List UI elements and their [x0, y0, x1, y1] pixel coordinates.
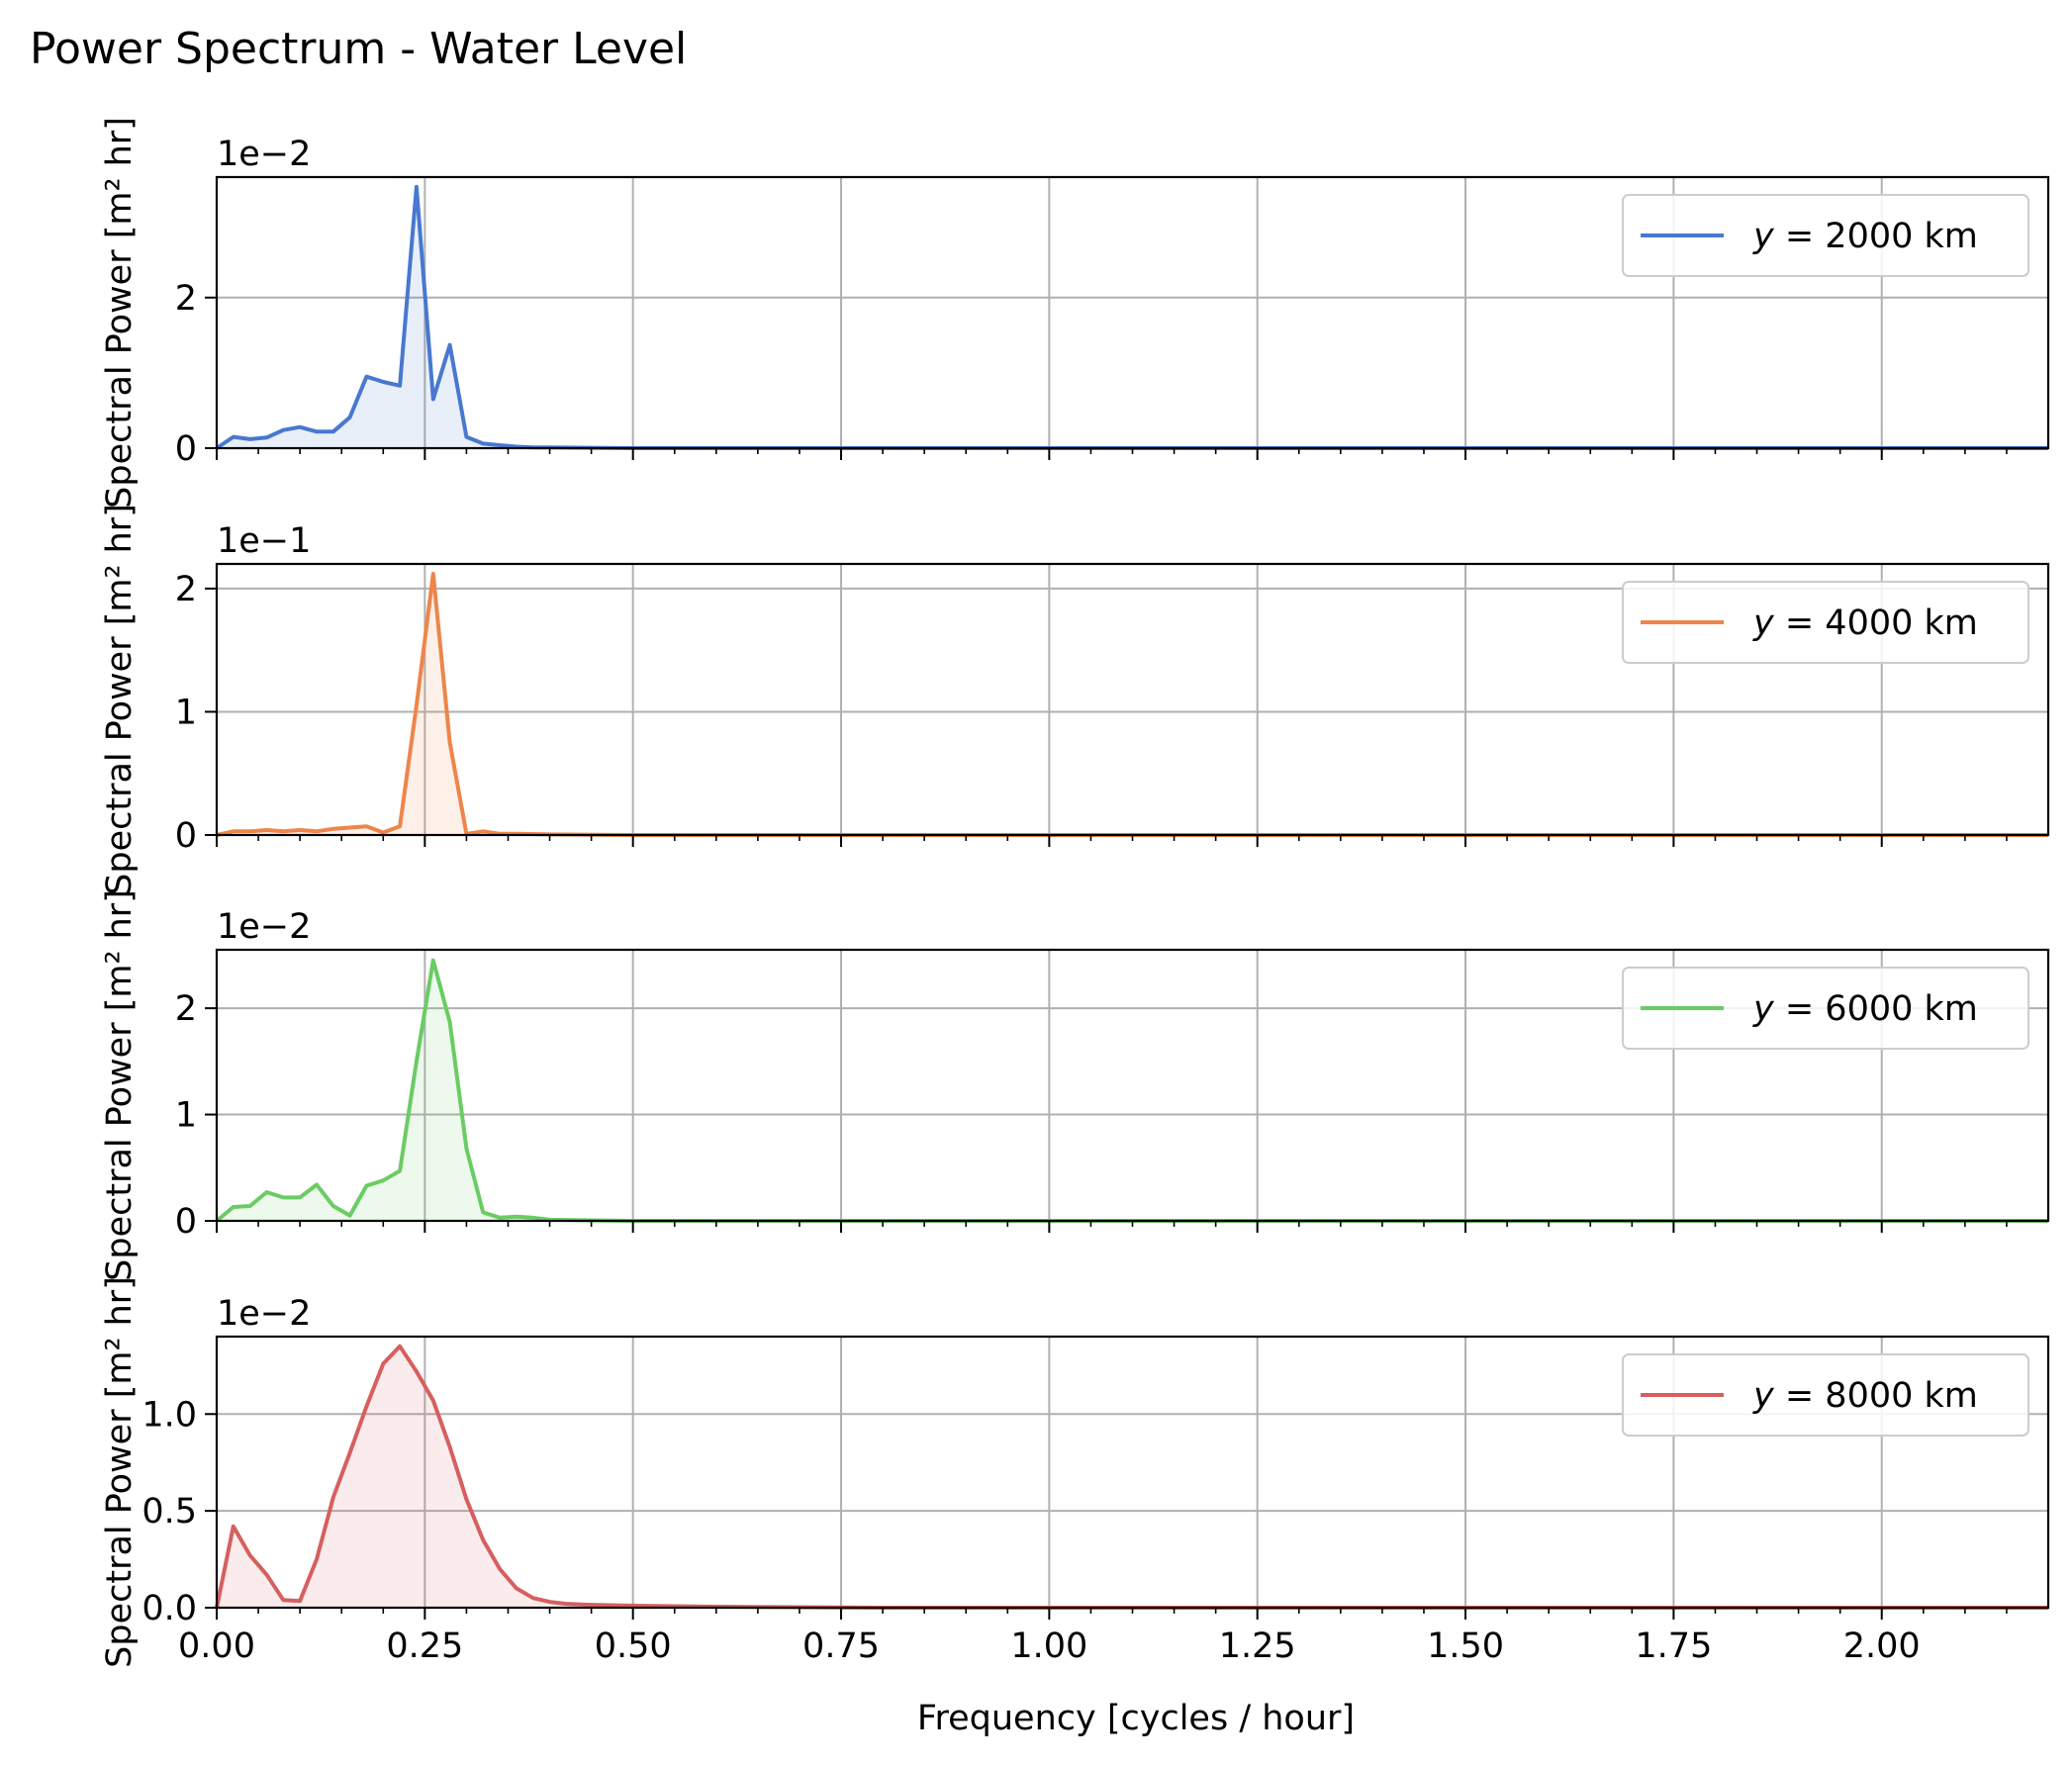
- legend-box: [1622, 194, 2029, 277]
- x-tick-label: 1.00: [1010, 1626, 1087, 1666]
- legend-label: y = 8000 km: [1752, 1376, 1978, 1416]
- x-axis-label: Frequency [cycles / hour]: [917, 1699, 1355, 1738]
- subplot-panel: 0.0 0.5 1.0 0.00 0.25 0.50 0.75 1.00 1.25 1.50 1.7…: [100, 1276, 2050, 1668]
- y-tick-label: 0: [175, 816, 197, 856]
- legend-label-value: = 2000 km: [1774, 217, 1978, 256]
- legend: y = 6000 km: [1622, 967, 2029, 1050]
- y-axis-label: Spectral Power [m² hr]: [100, 117, 140, 509]
- legend-box: [1622, 967, 2029, 1050]
- subplot-panel: 0 1 2 1e−2 Spectral Power [m² hr] y = 6000 km: [100, 889, 2050, 1281]
- x-tick-label: 1.50: [1427, 1626, 1504, 1666]
- y-tick-label: 0.0: [141, 1589, 197, 1628]
- y-tick-label: 1: [175, 1096, 197, 1136]
- x-tick-label: 0.25: [386, 1626, 463, 1666]
- x-tick-label: 1.75: [1635, 1626, 1712, 1666]
- x-tick-label: 0.50: [595, 1626, 672, 1666]
- y-axis-label: Spectral Power [m² hr]: [100, 504, 140, 895]
- legend-box: [1622, 1353, 2029, 1437]
- x-tick-label: 1.25: [1219, 1626, 1296, 1666]
- y-offset-label: 1e−2: [217, 907, 311, 947]
- legend-label: y = 4000 km: [1752, 604, 1978, 643]
- figure-suptitle: Power Spectrum - Water Level: [30, 24, 687, 74]
- x-tick-label: 2.00: [1843, 1626, 1921, 1666]
- legend: y = 2000 km: [1622, 194, 2029, 277]
- legend-label-variable: y: [1752, 1376, 1775, 1416]
- y-tick-label: 0: [175, 1202, 197, 1242]
- legend-label: y = 2000 km: [1752, 217, 1978, 256]
- series-area: [217, 1346, 2048, 1608]
- y-tick-label: 2: [175, 989, 197, 1029]
- y-tick-label: 2: [175, 279, 197, 319]
- legend-label: y = 6000 km: [1752, 989, 1978, 1029]
- y-axis-label: Spectral Power [m² hr]: [100, 1276, 140, 1668]
- legend-label-value: = 4000 km: [1774, 604, 1978, 643]
- legend-label-variable: y: [1752, 604, 1775, 643]
- legend: y = 8000 km: [1622, 1353, 2029, 1437]
- legend-label-value: = 6000 km: [1774, 989, 1978, 1029]
- legend-label-value: = 8000 km: [1774, 1376, 1978, 1416]
- legend-label-variable: y: [1752, 989, 1775, 1029]
- y-tick-label: 0: [175, 429, 197, 469]
- x-tick-label: 0.00: [178, 1626, 255, 1666]
- y-offset-label: 1e−2: [217, 1294, 311, 1334]
- y-tick-label: 1: [175, 693, 197, 732]
- y-offset-label: 1e−2: [217, 135, 311, 174]
- x-tick-label: 0.75: [802, 1626, 880, 1666]
- y-tick-label: 1.0: [141, 1395, 197, 1435]
- legend-box: [1622, 581, 2029, 664]
- series-area: [217, 186, 2048, 448]
- y-tick-label: 0.5: [141, 1492, 197, 1532]
- y-axis-label: Spectral Power [m² hr]: [100, 889, 140, 1281]
- legend-label-variable: y: [1752, 217, 1775, 256]
- legend: y = 4000 km: [1622, 581, 2029, 664]
- y-offset-label: 1e−1: [217, 521, 311, 561]
- series-area: [217, 960, 2048, 1221]
- subplot-panel: 0 2 1e−2 Spectral Power [m² hr] y = 2000 km: [100, 117, 2050, 509]
- subplot-panel: 0 1 2 1e−1 Spectral Power [m² hr] y = 4000 km: [100, 504, 2050, 895]
- y-tick-label: 2: [175, 570, 197, 609]
